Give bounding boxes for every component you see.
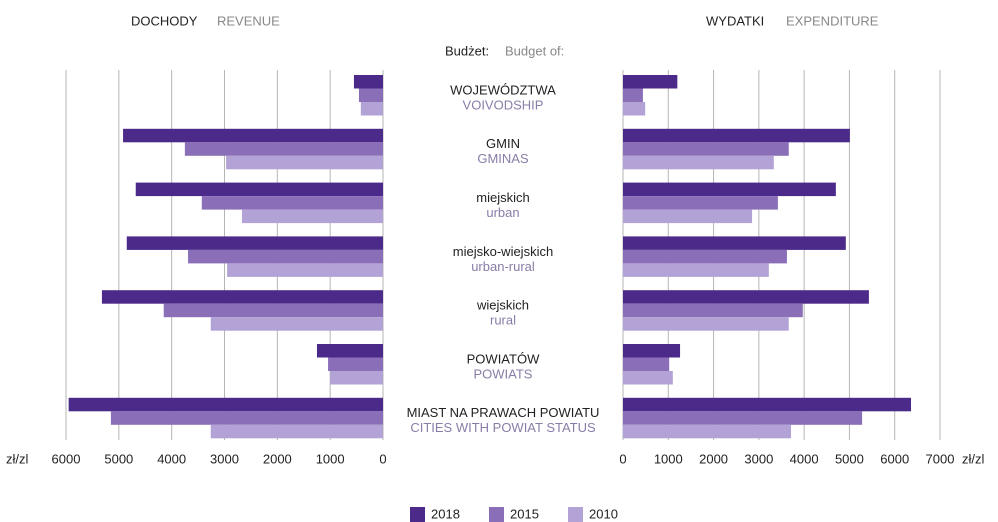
legend-swatch — [568, 507, 583, 522]
bar — [68, 397, 384, 412]
bar — [227, 263, 383, 277]
bar — [201, 196, 383, 210]
bar — [623, 236, 846, 250]
bar — [226, 155, 383, 170]
bar — [316, 344, 383, 358]
x-tick-label: 1000 — [316, 451, 345, 466]
bar — [126, 236, 383, 250]
legend-label: 2015 — [510, 506, 539, 521]
category-label: GMIN — [486, 136, 520, 151]
bar — [623, 263, 769, 277]
bar — [353, 75, 383, 89]
bar — [210, 317, 383, 331]
category-label-en: VOIVODSHIP — [463, 97, 544, 112]
bar — [123, 128, 383, 143]
bar — [210, 424, 383, 439]
x-tick-label: 6000 — [880, 451, 909, 466]
bar — [330, 371, 383, 385]
legend-label: 2010 — [589, 506, 618, 521]
category-label-en: POWIATS — [474, 366, 533, 381]
bar — [623, 290, 869, 304]
bar — [110, 411, 384, 425]
legend-swatch — [489, 507, 504, 522]
category-label-en: urban — [486, 205, 519, 220]
bar — [188, 249, 383, 264]
x-tick-label: 4000 — [790, 451, 819, 466]
bar — [623, 142, 789, 156]
x-tick-label: 4000 — [157, 451, 186, 466]
bar — [623, 102, 646, 116]
category-label: miejskich — [476, 190, 529, 205]
x-tick-label: 0 — [379, 451, 386, 466]
category-label-en: urban-rural — [471, 259, 535, 274]
bar — [623, 317, 789, 331]
bar — [623, 424, 792, 439]
bar — [623, 249, 787, 264]
right-subtitle: EXPENDITURE — [786, 13, 879, 28]
bar — [623, 182, 836, 197]
bar — [623, 128, 850, 143]
bar — [623, 411, 863, 425]
x-tick-label: 7000 — [926, 451, 955, 466]
right-title: WYDATKI — [706, 13, 764, 28]
bar — [328, 357, 383, 371]
bar — [101, 290, 383, 304]
bar — [623, 75, 678, 89]
category-label: wiejskich — [476, 298, 529, 313]
x-tick-label: 5000 — [835, 451, 864, 466]
bar — [360, 102, 383, 116]
category-label: WOJEWÓDZTWA — [450, 82, 556, 97]
bar — [135, 182, 383, 197]
bar — [163, 303, 383, 318]
bar — [623, 155, 774, 170]
legend-swatch — [410, 507, 425, 522]
right-unit: zł/zl — [962, 451, 985, 466]
x-tick-label: 2000 — [699, 451, 728, 466]
category-label: miejsko-wiejskich — [453, 244, 553, 259]
budget-label: Budżet: — [445, 43, 489, 58]
bar — [358, 88, 383, 102]
category-label-en: CITIES WITH POWIAT STATUS — [410, 420, 596, 435]
bar — [623, 357, 670, 371]
budget-label-en: Budget of: — [505, 43, 564, 58]
bar — [241, 209, 383, 224]
bar — [623, 196, 778, 210]
x-tick-label: 3000 — [744, 451, 773, 466]
category-label-en: GMINAS — [477, 151, 529, 166]
x-tick-label: 1000 — [654, 451, 683, 466]
bar — [623, 88, 643, 102]
category-label: MIAST NA PRAWACH POWIATU — [407, 405, 600, 420]
legend-label: 2018 — [431, 506, 460, 521]
bar — [623, 397, 912, 412]
bar — [623, 344, 681, 358]
category-label: POWIATÓW — [467, 351, 540, 366]
x-tick-label: 5000 — [104, 451, 133, 466]
bar — [623, 303, 803, 318]
x-tick-label: 6000 — [52, 451, 81, 466]
left-unit: zł/zl — [6, 451, 29, 466]
bar — [623, 209, 753, 224]
left-title: DOCHODY — [131, 13, 198, 28]
x-tick-label: 0 — [619, 451, 626, 466]
x-tick-label: 3000 — [210, 451, 239, 466]
left-subtitle: REVENUE — [217, 13, 280, 28]
x-tick-label: 2000 — [263, 451, 292, 466]
category-label-en: rural — [490, 313, 516, 328]
bar — [623, 371, 673, 385]
bar — [184, 142, 383, 156]
